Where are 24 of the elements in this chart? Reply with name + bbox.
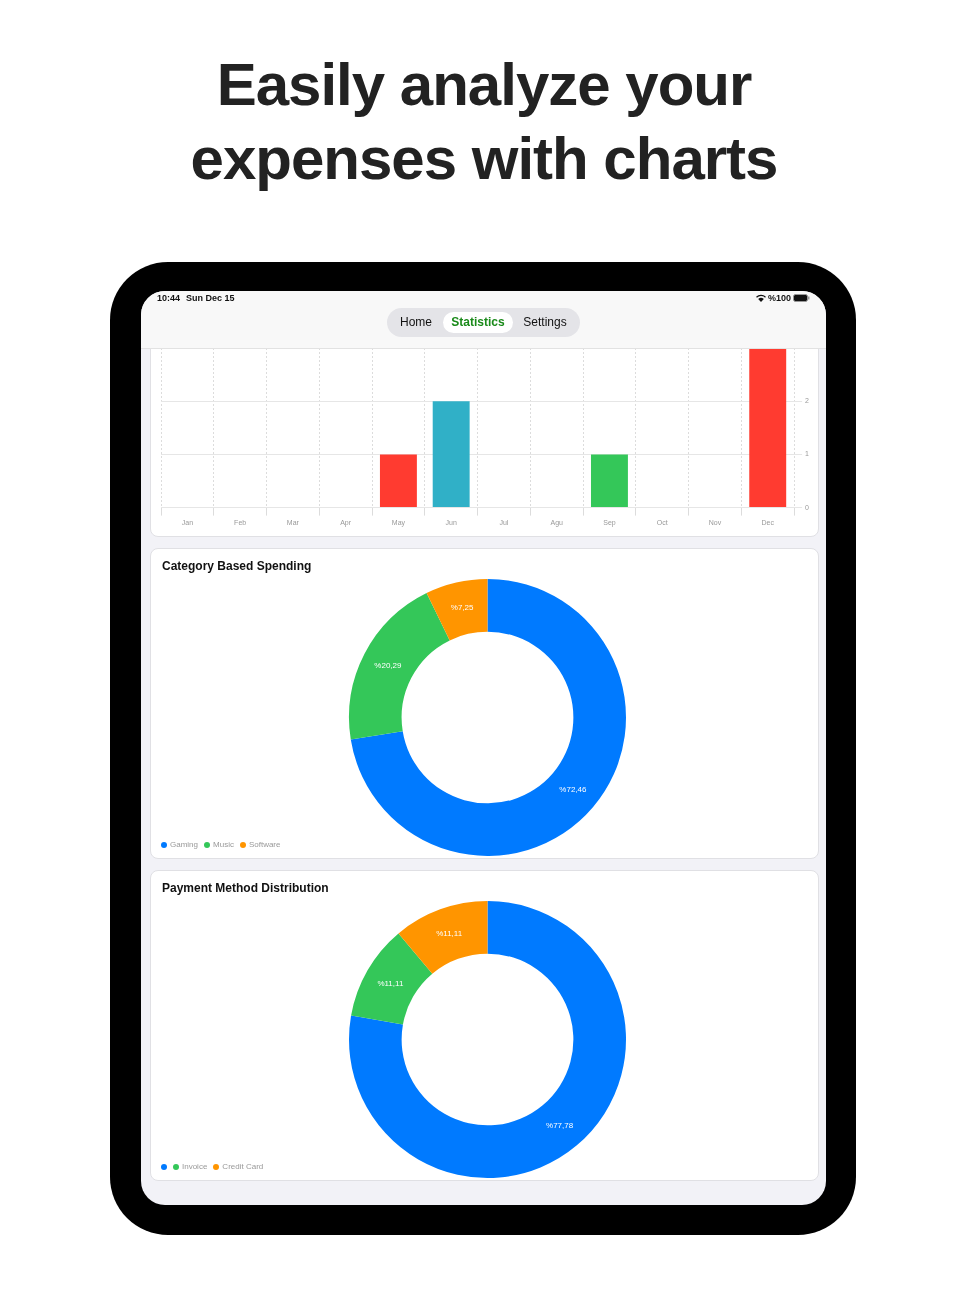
bar: [379, 454, 417, 508]
bar: [590, 454, 628, 508]
data-label: %20,29: [374, 661, 402, 671]
data-label: %11,11: [436, 929, 463, 939]
bar: [749, 348, 787, 508]
chart-title: Payment Method Distribution: [162, 881, 329, 895]
text: Home: [399, 314, 433, 331]
data-label: %72,46: [559, 785, 588, 795]
text: 10:44: [157, 293, 181, 303]
legend-label: Invoice: [182, 1162, 208, 1172]
text: Sun Dec 15: [186, 293, 235, 303]
legend-label: Music: [213, 840, 234, 850]
data-label: %7,25: [450, 603, 475, 613]
text: %100: [768, 293, 792, 303]
data-label: %77,78: [546, 1120, 574, 1130]
text: Statistics: [443, 312, 513, 333]
text: Settings: [522, 314, 568, 331]
text: Easily analyze your expenses with charts: [189, 50, 779, 194]
chart-title: Category Based Spending: [162, 559, 312, 573]
legend-label: Software: [248, 840, 281, 850]
legend-label: Gaming: [170, 840, 199, 850]
bar: [432, 401, 470, 508]
legend-label: Credit Card: [222, 1162, 264, 1172]
data-label: %11,11: [377, 978, 404, 988]
